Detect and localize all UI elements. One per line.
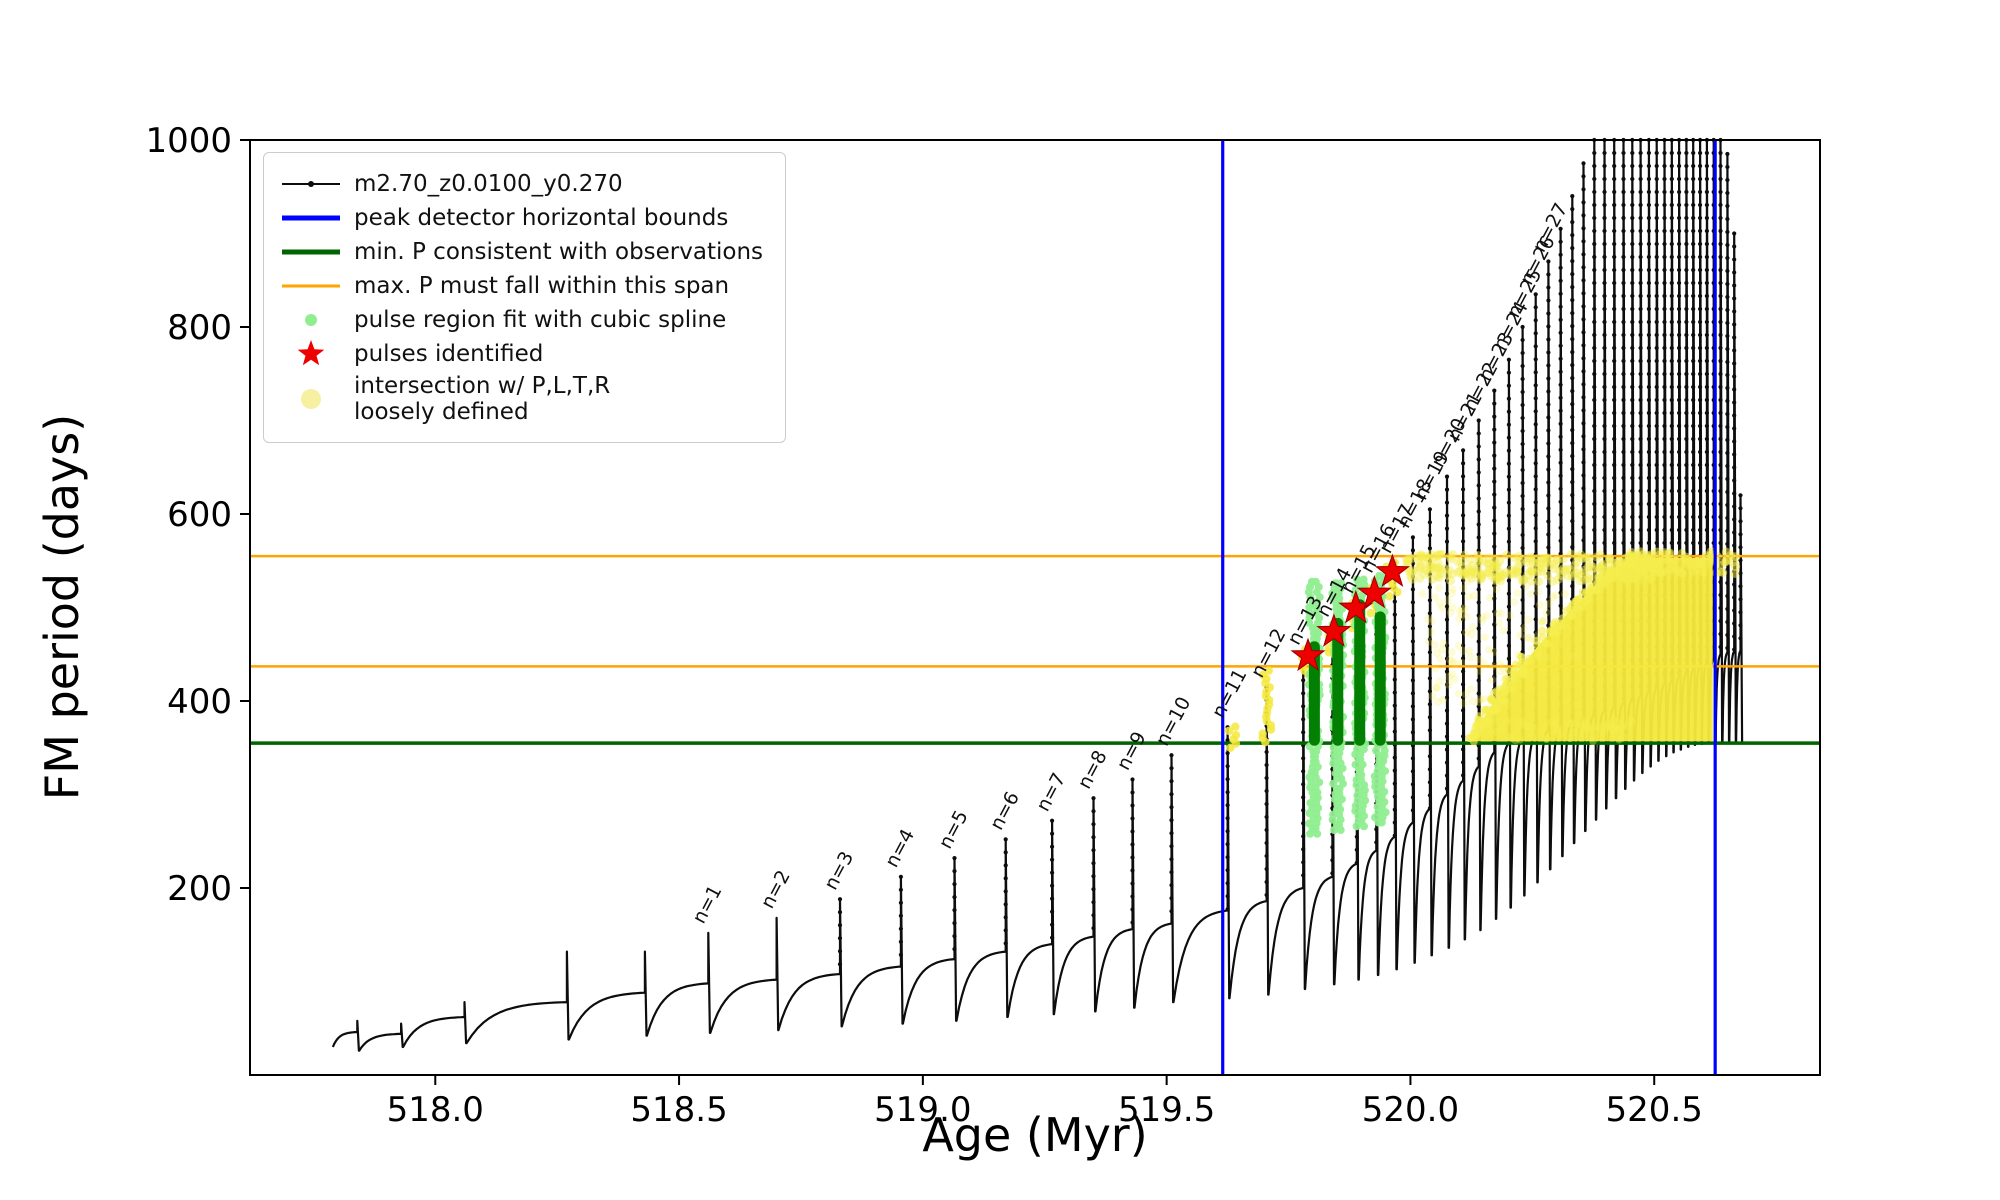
blue-line-marker-icon (278, 203, 344, 233)
legend-item-peak-bounds: peak detector horizontal bounds (278, 203, 763, 233)
red-star-marker-icon (278, 339, 344, 369)
x-tick-label: 520.5 (1606, 1090, 1703, 1130)
lightgreen-dot-marker-icon (278, 305, 344, 335)
intersection-scatter (1472, 715, 1637, 746)
legend-item-label: max. P must fall within this span (354, 272, 730, 299)
svg-text:n=1: n=1 (688, 882, 726, 928)
legend-item-label: min. P consistent with observations (354, 238, 764, 265)
svg-text:n=6: n=6 (986, 788, 1024, 834)
svg-text:n=27: n=27 (1528, 199, 1572, 255)
legend-item-label: m2.70_z0.0100_y0.270 (354, 170, 623, 197)
intersection-scatter (1418, 577, 1580, 710)
pulse-star-5 (1374, 553, 1411, 587)
x-tick-label: 519.0 (874, 1090, 971, 1130)
legend-item-max-p-span: max. P must fall within this span (278, 271, 763, 301)
pulse-star-1 (1290, 637, 1326, 672)
svg-text:n=8: n=8 (1073, 747, 1111, 793)
yellow-dot-marker-icon (278, 384, 344, 414)
legend-item-min-p: min. P consistent with observations (278, 237, 763, 267)
legend-item-label: pulse region fit with cubic spline (354, 306, 727, 333)
x-axis-title: Age (Myr) (922, 1108, 1148, 1162)
y-tick-label: 800 (167, 308, 232, 348)
y-tick-label: 400 (167, 682, 232, 722)
svg-text:n=12: n=12 (1247, 625, 1291, 681)
orange-line-marker-icon (278, 271, 344, 301)
x-tick-label: 520.0 (1362, 1090, 1459, 1130)
legend-item-label: pulses identified (354, 340, 544, 367)
legend: m2.70_z0.0100_y0.270 peak detector horiz… (263, 152, 787, 443)
pulse-star-4 (1356, 574, 1392, 609)
y-axis-title: FM period (days) (35, 413, 89, 801)
axis-ticks: 518.0 518.5 519.0 519.5 520.0 520.5 200 400 600 8… (145, 121, 1702, 1130)
svg-text:n=4: n=4 (881, 825, 919, 871)
intersection-edge-dots (1465, 551, 1642, 746)
intersection-scatter (1626, 547, 1741, 578)
legend-item-label: intersection w/ P,L,T,R loosely defined (354, 373, 611, 426)
x-tick-label: 518.5 (630, 1090, 727, 1130)
svg-text:n=7: n=7 (1032, 769, 1070, 815)
svg-text:n=2: n=2 (757, 867, 795, 913)
legend-item-series: m2.70_z0.0100_y0.270 (278, 169, 763, 199)
plot-border (249, 139, 1821, 1076)
svg-text:n=9: n=9 (1112, 728, 1150, 774)
y-tick-label: 200 (167, 869, 232, 909)
y-tick-label: 600 (167, 495, 232, 535)
x-tick-label: 518.0 (387, 1090, 484, 1130)
x-tick-label: 519.5 (1118, 1090, 1215, 1130)
intersection-wedge (1471, 557, 1713, 742)
legend-item-label: peak detector horizontal bounds (354, 204, 729, 231)
svg-text:n=3: n=3 (820, 848, 858, 894)
black-line-dot-marker-icon (278, 169, 344, 199)
y-tick-label: 1000 (145, 121, 232, 161)
legend-item-pulses: pulses identified (278, 339, 763, 369)
legend-item-spline: pulse region fit with cubic spline (278, 305, 763, 335)
green-line-marker-icon (278, 237, 344, 267)
svg-text:n=5: n=5 (934, 807, 972, 853)
intersection-scatter (1401, 549, 1658, 586)
series-spike-markers (837, 137, 1743, 967)
pulse-star-2 (1316, 613, 1352, 647)
legend-item-intersection: intersection w/ P,L,T,R loosely defined (278, 373, 763, 426)
svg-text:n=11: n=11 (1208, 665, 1252, 721)
svg-text:n=10: n=10 (1151, 693, 1195, 749)
